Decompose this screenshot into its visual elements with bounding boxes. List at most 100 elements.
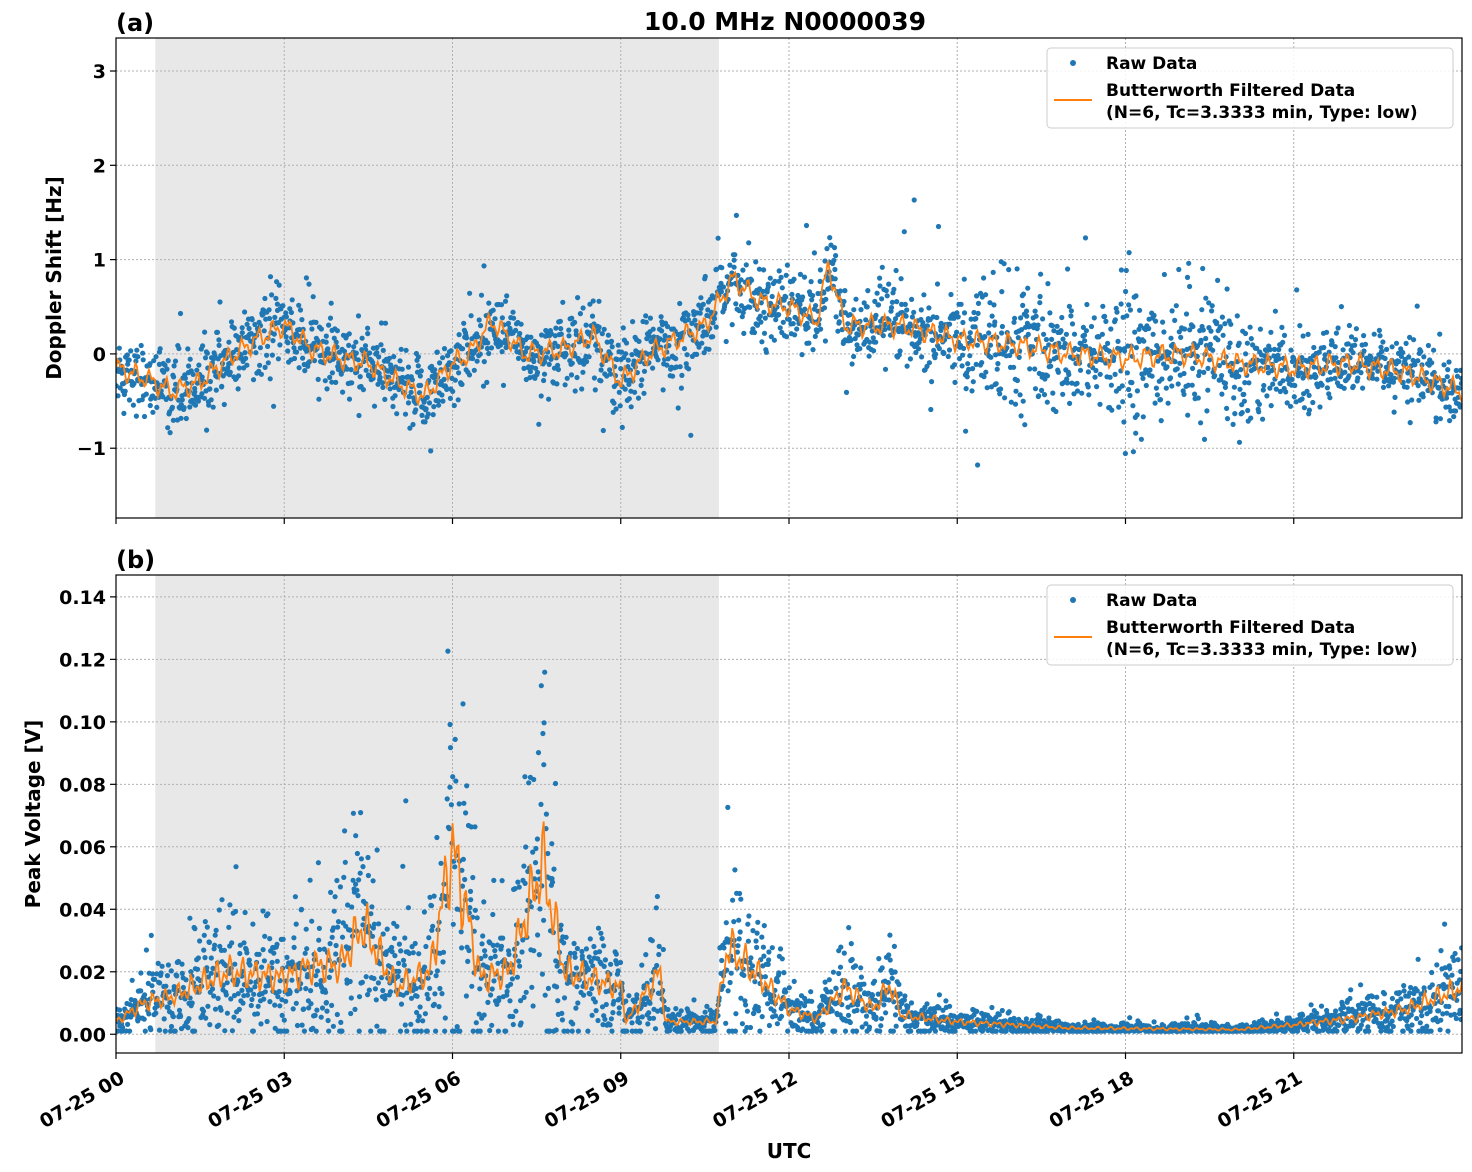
raw-data-point <box>733 301 739 307</box>
raw-data-point <box>541 377 547 384</box>
raw-data-point <box>135 354 141 360</box>
raw-data-point <box>535 869 541 875</box>
raw-data-point <box>446 826 452 832</box>
raw-data-point <box>503 344 509 351</box>
raw-data-point <box>1165 400 1171 406</box>
raw-data-point <box>337 884 343 890</box>
raw-data-point <box>555 366 562 373</box>
raw-data-point <box>766 1022 773 1029</box>
raw-data-point <box>1222 384 1228 390</box>
raw-data-point <box>1345 341 1351 347</box>
raw-data-point <box>504 988 510 995</box>
raw-data-point <box>482 948 488 954</box>
raw-data-point <box>215 995 221 1002</box>
raw-data-point <box>374 344 380 351</box>
raw-data-point <box>1239 410 1245 416</box>
raw-data-point <box>206 939 212 946</box>
raw-data-point <box>559 1017 566 1023</box>
raw-data-point <box>369 933 376 939</box>
raw-data-point <box>1327 395 1333 401</box>
raw-data-point <box>400 863 406 869</box>
raw-data-point <box>882 366 889 372</box>
raw-data-point <box>142 1028 148 1034</box>
y-tick-label: 3 <box>93 61 106 83</box>
y-tick-label: 0.08 <box>59 774 106 796</box>
raw-data-point <box>201 947 207 953</box>
raw-data-point <box>194 367 200 373</box>
raw-data-point <box>704 1003 710 1010</box>
raw-data-point <box>1079 390 1085 396</box>
raw-data-point <box>811 250 818 256</box>
raw-data-point <box>366 987 372 993</box>
raw-data-point <box>999 1007 1005 1014</box>
raw-data-point <box>549 879 556 885</box>
raw-data-point <box>911 309 917 315</box>
raw-data-point <box>276 988 282 995</box>
raw-data-point <box>670 373 676 379</box>
raw-data-point <box>936 1005 942 1011</box>
raw-data-point <box>551 866 557 872</box>
raw-data-point <box>289 977 295 983</box>
raw-data-point <box>1375 368 1381 374</box>
raw-data-point <box>455 397 461 403</box>
raw-data-point <box>892 969 898 975</box>
raw-data-point <box>905 1003 911 1010</box>
raw-data-point <box>531 948 537 954</box>
raw-data-point <box>1300 333 1306 339</box>
raw-data-point <box>924 363 930 369</box>
raw-data-point <box>928 406 934 413</box>
raw-data-point <box>847 1019 853 1026</box>
raw-data-point <box>1083 343 1089 349</box>
raw-data-point <box>639 1014 645 1020</box>
raw-data-point <box>188 969 194 975</box>
raw-data-point <box>1107 374 1113 380</box>
raw-data-point <box>886 317 892 323</box>
raw-data-point <box>237 950 243 957</box>
raw-data-point <box>997 391 1003 397</box>
raw-data-point <box>382 396 388 402</box>
raw-data-point <box>538 393 544 399</box>
raw-data-point <box>1100 303 1106 309</box>
raw-data-point <box>1232 411 1238 417</box>
raw-data-point <box>678 1028 684 1034</box>
raw-data-point <box>141 413 148 420</box>
raw-data-point <box>801 274 808 280</box>
raw-data-point <box>1279 324 1285 330</box>
raw-data-point <box>148 932 154 939</box>
raw-data-point <box>584 359 590 365</box>
raw-data-point <box>585 966 592 973</box>
raw-data-point <box>529 984 535 990</box>
raw-data-point <box>1282 1028 1288 1034</box>
raw-data-point <box>530 849 536 855</box>
raw-data-point <box>290 1006 296 1012</box>
raw-data-point <box>873 312 879 318</box>
raw-data-point <box>458 929 464 935</box>
raw-data-point <box>1377 333 1383 339</box>
raw-data-point <box>574 945 581 952</box>
raw-data-point <box>228 996 234 1002</box>
raw-data-point <box>345 902 351 908</box>
raw-data-point <box>311 340 317 346</box>
raw-data-point <box>517 963 523 969</box>
raw-data-point <box>879 965 885 971</box>
raw-data-point <box>202 329 208 335</box>
raw-data-point <box>1222 321 1228 327</box>
raw-data-point <box>1141 338 1147 344</box>
raw-data-point <box>1060 391 1066 397</box>
raw-data-point <box>607 367 613 373</box>
raw-data-point <box>334 877 340 884</box>
raw-data-point <box>1362 341 1369 347</box>
raw-data-point <box>1348 334 1355 340</box>
raw-data-point <box>771 1008 777 1014</box>
raw-data-point <box>306 281 312 287</box>
raw-data-point <box>604 339 610 345</box>
raw-data-point <box>210 965 216 972</box>
raw-data-point <box>478 323 484 329</box>
raw-data-point <box>424 394 430 400</box>
raw-data-point <box>757 1028 763 1034</box>
raw-data-point <box>1069 321 1076 327</box>
raw-data-point <box>817 278 823 284</box>
raw-data-point <box>1281 332 1288 338</box>
raw-data-point <box>988 354 994 360</box>
raw-data-point <box>414 993 420 999</box>
